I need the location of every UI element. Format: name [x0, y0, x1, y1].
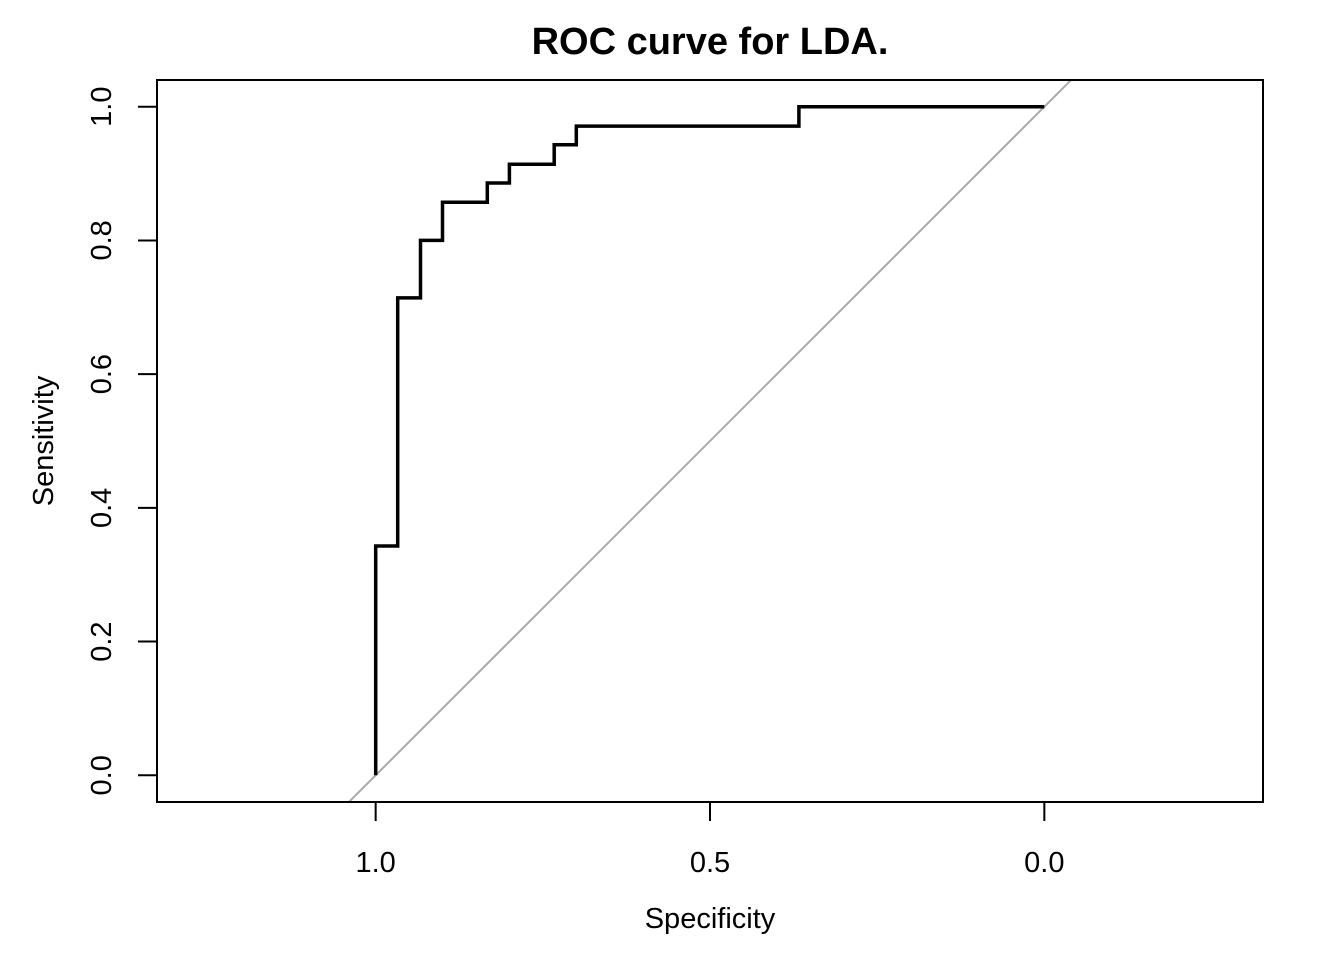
x-tick-label: 0.0	[1024, 847, 1064, 879]
y-tick-label: 0.2	[86, 621, 118, 661]
plot-area	[348, 80, 1072, 802]
y-tick-label: 0.0	[86, 755, 118, 795]
x-tick-label: 1.0	[355, 847, 395, 879]
y-tick-label: 0.8	[86, 220, 118, 260]
y-tick-label: 1.0	[86, 87, 118, 127]
y-axis-label: Sensitivity	[28, 375, 60, 506]
chart-title: ROC curve for LDA.	[532, 21, 889, 63]
x-axis-label: Specificity	[645, 903, 776, 935]
reference-diagonal-line	[348, 80, 1072, 802]
x-axis: 1.0 0.5 0.0	[355, 801, 1065, 879]
roc-curve-line	[373, 104, 1045, 776]
y-tick-label: 0.6	[86, 354, 118, 394]
x-tick-label: 0.5	[690, 847, 730, 879]
y-axis: 0.0 0.2 0.4 0.6 0.8 1.0	[86, 87, 158, 795]
y-tick-label: 0.4	[86, 488, 118, 528]
